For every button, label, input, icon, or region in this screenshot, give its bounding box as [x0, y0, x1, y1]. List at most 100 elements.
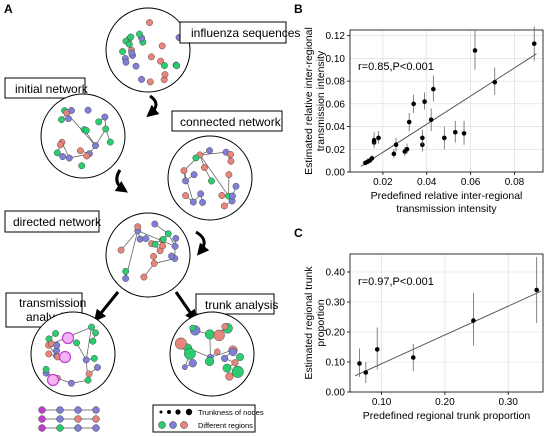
- connected-network-graph: [180, 147, 240, 210]
- x-axis-label: Predefined relative inter-regional: [371, 190, 523, 202]
- initial-network-box: [4, 77, 86, 99]
- data-point: [471, 318, 476, 323]
- network-node: [140, 273, 148, 281]
- network-node: [218, 192, 226, 199]
- network-node: [151, 220, 159, 228]
- network-node: [206, 147, 213, 154]
- network-node: [92, 142, 99, 149]
- transmission-graph: [42, 323, 101, 387]
- arrow-to-transmission: [93, 291, 120, 322]
- legend-regions-label: Different regions: [198, 421, 253, 430]
- y-tick-label: 0.06: [326, 99, 346, 110]
- network-node: [84, 376, 92, 384]
- influenza-sequences-box: [179, 21, 287, 44]
- legend-trunkness-label: Trunkness of nodes: [198, 408, 264, 417]
- sequence-node: [119, 48, 126, 55]
- network-edge: [120, 230, 139, 251]
- chain-node: [38, 415, 46, 423]
- chain-node: [56, 406, 64, 414]
- chain-node: [38, 406, 46, 414]
- network-node: [102, 125, 110, 133]
- highlighted-node: [46, 373, 60, 387]
- x-axis-label: Predefined regional trunk proportion: [363, 410, 531, 422]
- network-node: [52, 330, 59, 337]
- correlation-annotation: r=0.85,P<0.001: [358, 61, 434, 73]
- x-tick-label: 0.10: [372, 397, 392, 408]
- y-tick-label: 0.00: [326, 388, 346, 399]
- chart-b: 0.02 0.04 0.06 0.08 0.00 0.04 0.08 0.12 0.02 0.06…: [303, 26, 544, 215]
- network-node: [53, 149, 61, 157]
- network-node: [68, 107, 75, 114]
- network-node: [76, 147, 84, 155]
- plot-frame: [349, 253, 544, 393]
- network-node: [159, 242, 166, 250]
- network-node: [168, 252, 176, 260]
- directed-network-circle: [105, 212, 191, 298]
- network-node: [122, 275, 130, 282]
- y-axis-label: transmission intensity: [315, 50, 327, 151]
- chain-node: [74, 406, 82, 414]
- data-point: [404, 146, 410, 152]
- network-node: [95, 118, 103, 126]
- network-node: [82, 127, 90, 134]
- y-axis-label: Estimated regional trunk: [303, 266, 315, 380]
- chart-c: 0.10 0.20 0.30 0.00 0.10 0.20 0.30 0.40 r=0.97,P…: [303, 253, 544, 422]
- network-node: [73, 339, 80, 347]
- network-node: [94, 364, 101, 371]
- network-node: [172, 235, 180, 242]
- data-point: [369, 156, 375, 161]
- network-edge: [199, 154, 233, 202]
- data-point: [431, 86, 436, 92]
- fit-line: [360, 53, 537, 167]
- network-node: [180, 167, 188, 175]
- network-node: [221, 354, 229, 362]
- chain-node: [74, 415, 82, 423]
- sequence-node: [138, 75, 145, 83]
- network-node: [171, 242, 179, 250]
- network-node: [190, 171, 198, 179]
- directed-network-box: [4, 210, 100, 233]
- y-tick-label: 0.04: [326, 122, 346, 133]
- x-axis-label: transmission intensity: [396, 203, 497, 215]
- network-node: [182, 177, 189, 185]
- network-node: [58, 116, 65, 124]
- network-node: [189, 198, 197, 206]
- network-node: [142, 235, 150, 243]
- y-tick-label: 0.30: [326, 298, 346, 309]
- data-point: [492, 79, 498, 85]
- data-point: [357, 361, 362, 366]
- network-node: [232, 182, 240, 190]
- data-point: [472, 48, 478, 53]
- sequence-node: [128, 49, 136, 57]
- sequence-node: [132, 62, 140, 70]
- y-tick-label: 0.40: [326, 268, 346, 279]
- highlighted-node: [61, 331, 75, 345]
- sequence-node: [173, 62, 181, 70]
- chain-node: [74, 424, 82, 432]
- network-node: [174, 337, 187, 350]
- network-node: [151, 240, 159, 248]
- network-node: [221, 323, 229, 330]
- x-tick-label: 0.30: [498, 397, 518, 408]
- sequence-node: [146, 78, 154, 86]
- network-node: [189, 324, 196, 332]
- network-node: [159, 235, 167, 243]
- network-node: [164, 230, 172, 238]
- sequence-node: [161, 71, 169, 78]
- y-axis-label: Estimated relative inter-regional: [303, 27, 315, 175]
- network-node: [136, 235, 144, 243]
- network-node: [83, 152, 91, 160]
- network-node: [197, 190, 205, 198]
- network-node: [208, 177, 215, 185]
- network-node: [65, 154, 73, 162]
- network-node: [117, 246, 125, 254]
- y-tick-label: 0.12: [326, 31, 346, 42]
- network-node: [89, 337, 97, 345]
- x-tick-label: 0.06: [461, 177, 481, 188]
- network-node: [150, 252, 157, 260]
- transmission-legend-chains: [38, 406, 100, 432]
- network-node: [225, 372, 234, 381]
- data-point: [391, 151, 397, 157]
- data-point: [410, 355, 416, 360]
- network-node: [213, 329, 225, 342]
